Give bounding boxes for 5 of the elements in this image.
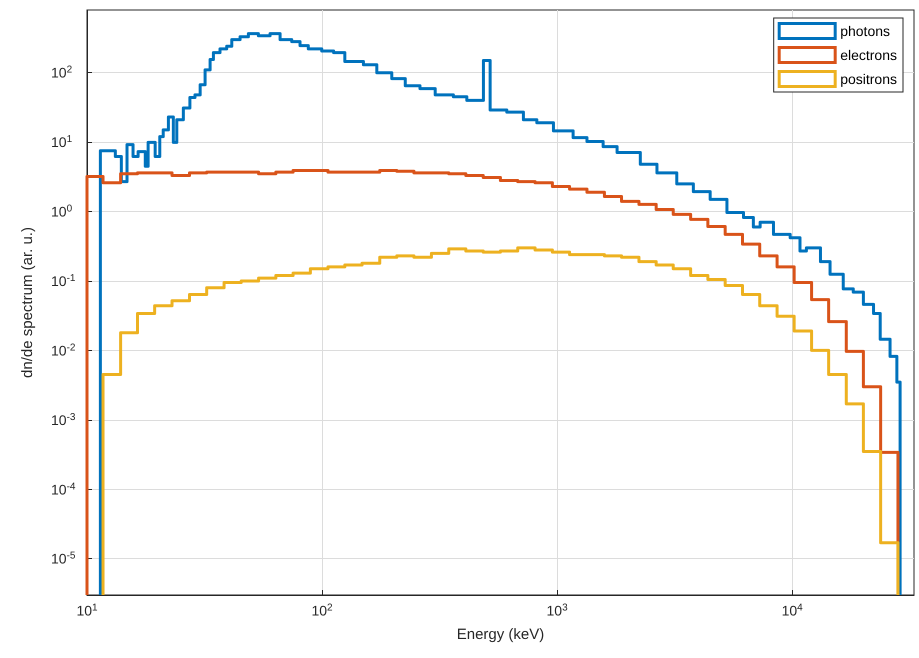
legend-label: photons (840, 23, 890, 39)
x-axis-title: Energy (keV) (456, 626, 544, 643)
y-axis-title: dn/de spectrum (ar. u.) (19, 227, 36, 378)
legend-label: positrons (840, 71, 898, 87)
legend-label: electrons (840, 47, 898, 63)
